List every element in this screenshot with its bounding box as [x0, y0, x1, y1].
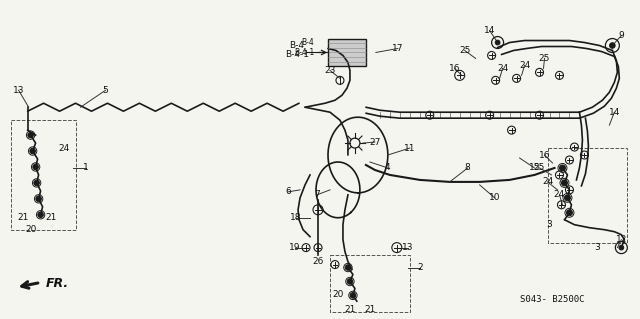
Text: 24: 24 [519, 61, 530, 70]
Text: 1: 1 [83, 163, 88, 173]
Text: 25: 25 [534, 163, 545, 173]
Circle shape [561, 180, 568, 186]
Text: 24: 24 [542, 177, 553, 186]
Text: 16: 16 [449, 64, 460, 73]
Text: FR.: FR. [45, 277, 68, 290]
Text: 26: 26 [312, 257, 324, 266]
Circle shape [495, 40, 500, 45]
Text: 7: 7 [314, 190, 320, 199]
Text: 15: 15 [529, 163, 540, 173]
Circle shape [619, 245, 624, 250]
Text: 27: 27 [369, 137, 381, 146]
Text: 6: 6 [285, 187, 291, 197]
Text: S043- B2500C: S043- B2500C [520, 295, 584, 304]
Circle shape [609, 43, 615, 48]
Circle shape [34, 180, 40, 186]
Text: 4: 4 [385, 163, 390, 173]
Text: 3: 3 [547, 220, 552, 229]
FancyBboxPatch shape [328, 39, 366, 66]
Text: 12: 12 [616, 235, 627, 244]
Circle shape [350, 293, 356, 298]
Text: 9: 9 [618, 31, 624, 40]
Text: 21: 21 [364, 305, 376, 314]
Text: 21: 21 [45, 213, 56, 222]
Circle shape [345, 265, 351, 270]
Text: B-4: B-4 [301, 38, 314, 47]
Text: 20: 20 [332, 290, 344, 299]
Text: 20: 20 [25, 225, 36, 234]
Circle shape [564, 195, 570, 201]
Text: 14: 14 [609, 108, 620, 117]
Text: 11: 11 [404, 144, 415, 152]
Text: 25: 25 [539, 54, 550, 63]
Text: 2: 2 [417, 263, 422, 272]
Text: 24: 24 [497, 64, 508, 73]
Circle shape [33, 164, 38, 170]
Text: 19: 19 [289, 243, 301, 252]
Text: 21: 21 [17, 213, 28, 222]
Text: B-4-1: B-4-1 [285, 50, 309, 59]
Text: 18: 18 [291, 213, 302, 222]
Circle shape [559, 165, 566, 171]
Text: 13: 13 [402, 243, 413, 252]
Circle shape [28, 132, 33, 138]
Text: 24: 24 [58, 144, 69, 152]
Text: 17: 17 [392, 44, 404, 53]
Circle shape [36, 196, 42, 202]
Text: 16: 16 [539, 151, 550, 160]
Text: 21: 21 [344, 305, 356, 314]
Circle shape [30, 148, 35, 154]
Text: 13: 13 [13, 86, 24, 95]
Circle shape [38, 212, 44, 218]
Text: 10: 10 [489, 193, 500, 202]
Text: 8: 8 [465, 163, 470, 173]
Text: 25: 25 [459, 46, 470, 55]
Text: 23: 23 [324, 66, 335, 75]
Text: 14: 14 [484, 26, 495, 35]
Circle shape [566, 210, 572, 216]
Text: 5: 5 [102, 86, 108, 95]
Text: B-4-1: B-4-1 [294, 48, 314, 57]
Text: B-4: B-4 [289, 41, 305, 50]
Circle shape [347, 279, 353, 284]
Text: 3: 3 [595, 243, 600, 252]
Text: 24: 24 [554, 190, 565, 199]
